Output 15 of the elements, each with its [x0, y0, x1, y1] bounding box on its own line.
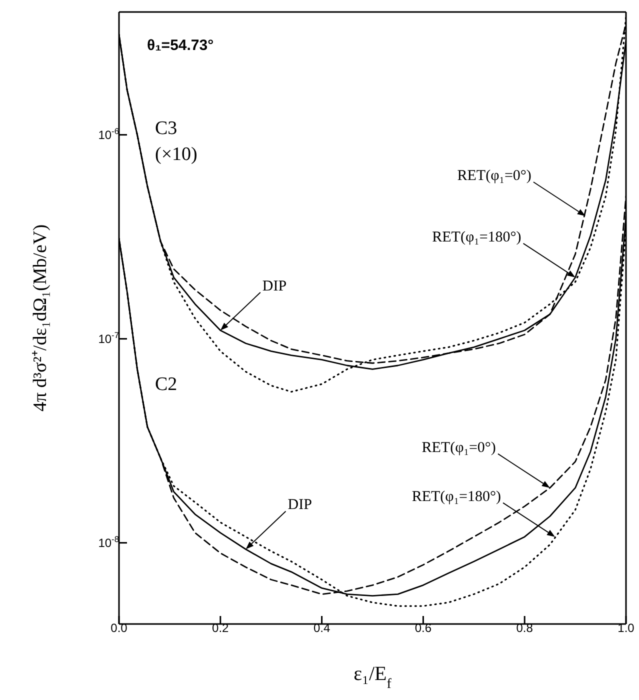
y-tick-label: 10$^{-8}$ — [98, 534, 120, 550]
annotation: RET(φ₁=180°) — [412, 488, 502, 505]
annotation: RET(φ₁=0°) — [422, 440, 496, 456]
x-tick-label: 1.0 — [618, 621, 635, 635]
annotation: RET(φ₁=180°) — [432, 229, 522, 246]
annotation: C2 — [155, 374, 178, 395]
annotation: C3 (×10) — [155, 118, 198, 165]
annotation: DIP — [288, 497, 312, 514]
annotation: θ₁=54.73° — [147, 37, 214, 54]
annotation: DIP — [262, 278, 287, 294]
y-tick-label: 10$^{-7}$ — [98, 330, 120, 346]
x-axis-title: ε₁/E$_{f}$ — [354, 663, 392, 692]
y-axis-title: 4π d³σ²⁺/dε₁dΩ₁(Mb/eV) — [30, 224, 51, 412]
y-tick-label: 10$^{-6}$ — [98, 126, 120, 142]
annotation: RET(φ₁=0°) — [457, 168, 532, 184]
